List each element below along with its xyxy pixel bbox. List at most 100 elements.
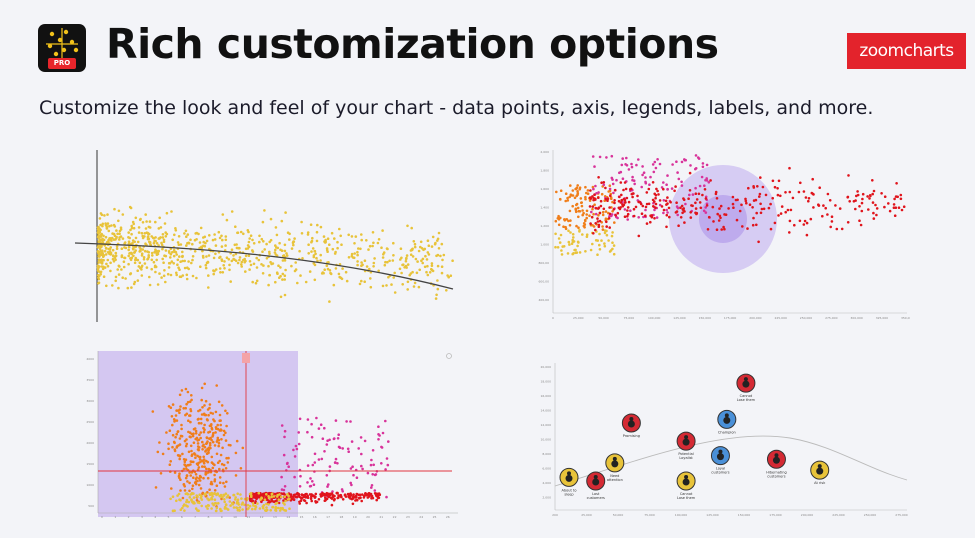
data-point[interactable] <box>113 225 117 228</box>
data-point[interactable] <box>260 237 264 241</box>
data-point[interactable] <box>229 504 232 507</box>
data-point[interactable] <box>731 202 735 206</box>
data-point[interactable] <box>326 267 330 271</box>
data-point[interactable] <box>216 436 220 440</box>
data-point[interactable] <box>261 220 265 224</box>
data-point[interactable] <box>218 236 222 240</box>
data-point[interactable] <box>321 437 325 440</box>
data-point[interactable] <box>248 260 252 263</box>
data-point[interactable] <box>159 226 163 229</box>
data-point[interactable] <box>854 199 857 202</box>
data-point[interactable] <box>185 402 188 406</box>
selection-area[interactable] <box>98 351 298 517</box>
data-point[interactable] <box>117 219 120 223</box>
data-point[interactable] <box>256 502 259 505</box>
data-point[interactable] <box>336 437 340 440</box>
data-point[interactable] <box>286 498 290 501</box>
data-point[interactable] <box>242 232 245 236</box>
data-point[interactable] <box>104 223 108 227</box>
data-point[interactable] <box>115 229 118 232</box>
data-point[interactable] <box>694 167 697 171</box>
data-point[interactable] <box>177 454 181 457</box>
data-point[interactable] <box>177 235 181 238</box>
data-point[interactable] <box>281 506 284 510</box>
data-point[interactable] <box>176 241 180 244</box>
data-point[interactable] <box>392 241 395 245</box>
data-point[interactable] <box>206 447 209 451</box>
data-point[interactable] <box>178 457 181 461</box>
data-point[interactable] <box>899 193 903 197</box>
data-point[interactable] <box>298 502 301 505</box>
data-point[interactable] <box>665 208 668 212</box>
data-point[interactable] <box>653 160 657 164</box>
data-point[interactable] <box>123 256 126 260</box>
data-point[interactable] <box>285 252 288 255</box>
data-point[interactable] <box>292 240 295 243</box>
data-point[interactable] <box>200 398 203 402</box>
data-point[interactable] <box>173 419 177 422</box>
data-point[interactable] <box>175 499 178 503</box>
data-point[interactable] <box>141 221 145 224</box>
data-point[interactable] <box>249 234 253 237</box>
data-point[interactable] <box>630 165 634 169</box>
data-point[interactable] <box>145 266 149 269</box>
data-point[interactable] <box>102 275 106 278</box>
data-point[interactable] <box>603 231 607 235</box>
data-point[interactable] <box>325 248 329 252</box>
data-point[interactable] <box>583 226 586 229</box>
data-point[interactable] <box>109 253 112 256</box>
data-point[interactable] <box>264 509 267 512</box>
data-point[interactable] <box>637 200 640 204</box>
data-point[interactable] <box>654 202 658 206</box>
data-point[interactable] <box>131 239 135 242</box>
data-point[interactable] <box>620 198 623 202</box>
data-point[interactable] <box>130 226 134 230</box>
data-point[interactable] <box>133 251 136 254</box>
data-point[interactable] <box>788 231 791 234</box>
data-point[interactable] <box>701 165 705 169</box>
data-point[interactable] <box>134 216 138 220</box>
data-point[interactable] <box>591 207 594 211</box>
data-point[interactable] <box>208 403 212 406</box>
data-point[interactable] <box>197 477 201 480</box>
data-point[interactable] <box>192 502 195 505</box>
data-point[interactable] <box>718 207 721 210</box>
data-point[interactable] <box>295 492 298 496</box>
data-point[interactable] <box>334 457 338 461</box>
data-point[interactable] <box>714 192 718 196</box>
data-point[interactable] <box>431 235 435 239</box>
data-point[interactable] <box>326 439 329 442</box>
data-point[interactable] <box>328 465 332 468</box>
data-point[interactable] <box>188 489 191 493</box>
drag-handle[interactable] <box>242 353 250 363</box>
data-point[interactable] <box>124 246 128 250</box>
data-point[interactable] <box>571 233 575 236</box>
data-point[interactable] <box>327 483 330 486</box>
data-point[interactable] <box>197 483 201 487</box>
data-point[interactable] <box>206 504 210 507</box>
data-point[interactable] <box>102 234 105 238</box>
data-point[interactable] <box>280 424 284 427</box>
data-point[interactable] <box>176 258 180 262</box>
data-point[interactable] <box>246 244 250 247</box>
data-point[interactable] <box>328 269 332 272</box>
data-point[interactable] <box>249 263 253 267</box>
data-point[interactable] <box>105 284 108 288</box>
data-point[interactable] <box>210 480 213 484</box>
data-point[interactable] <box>437 231 441 235</box>
data-point[interactable] <box>356 263 359 267</box>
data-point[interactable] <box>860 201 864 205</box>
data-point[interactable] <box>224 409 227 413</box>
data-point[interactable] <box>347 256 351 259</box>
data-point[interactable] <box>218 481 222 484</box>
data-point[interactable] <box>263 209 266 212</box>
data-point[interactable] <box>173 233 176 237</box>
data-point[interactable] <box>261 250 264 253</box>
data-point[interactable] <box>872 217 876 220</box>
data-point[interactable] <box>333 237 336 240</box>
data-point[interactable] <box>805 221 809 225</box>
data-point[interactable] <box>589 248 593 252</box>
data-point[interactable] <box>173 250 176 254</box>
data-point[interactable] <box>410 226 414 230</box>
data-point[interactable] <box>360 452 363 456</box>
